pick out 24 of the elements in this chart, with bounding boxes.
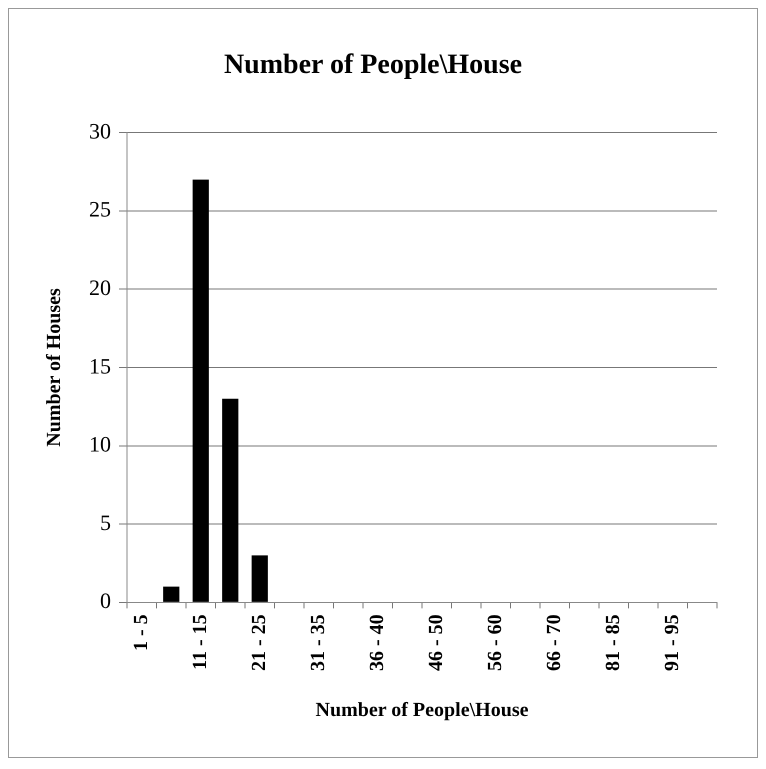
y-tick-label: 10 xyxy=(89,432,111,457)
chart-title: Number of People\House xyxy=(224,49,522,80)
y-tick-label: 15 xyxy=(89,353,111,378)
bar xyxy=(163,586,180,602)
x-tick-label: 1 - 5 xyxy=(130,614,152,652)
x-tick-label: 56 - 60 xyxy=(484,614,506,672)
bar xyxy=(252,555,268,602)
x-tick-label: 31 - 35 xyxy=(306,614,329,672)
bar xyxy=(222,398,238,602)
x-tick-label: 36 - 40 xyxy=(366,614,388,672)
x-tick-label: 46 - 50 xyxy=(424,614,447,672)
x-tick-label: 11 - 15 xyxy=(188,614,211,670)
y-tick-label: 25 xyxy=(89,196,111,222)
y-axis-title: Number of Houses xyxy=(43,288,66,447)
y-tick-label: 0 xyxy=(100,588,111,614)
y-tick-label: 30 xyxy=(89,118,111,144)
x-axis-title: Number of People\House xyxy=(316,699,529,722)
x-tick-label: 81 - 85 xyxy=(602,614,624,672)
x-tick-label: 91 - 95 xyxy=(660,614,683,672)
x-tick-label: 21 - 25 xyxy=(248,614,270,672)
y-tick-label: 5 xyxy=(100,510,111,535)
x-tick-label: 66 - 70 xyxy=(542,614,565,672)
bar xyxy=(192,180,209,602)
y-tick-label: 20 xyxy=(89,274,111,300)
